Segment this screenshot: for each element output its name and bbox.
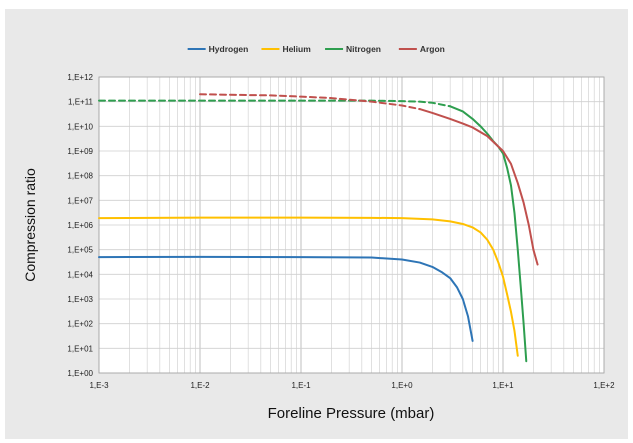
series-nitrogen: [98, 99, 528, 363]
x-tick-label: 1,E+1: [492, 381, 514, 390]
legend-item-nitrogen: Nitrogen: [325, 44, 381, 54]
series-hydrogen: [98, 255, 474, 342]
legend-label: Hydrogen: [209, 44, 249, 54]
x-tick-label: 1,E-3: [89, 381, 109, 390]
y-axis-title: Compression ratio: [22, 168, 38, 282]
y-tick-label: 1,E+09: [67, 147, 93, 156]
x-axis-title: Foreline Pressure (mbar): [268, 405, 435, 422]
chart-frame: 1,E-3 1,E-2 1,E-1 1,E+0 1,E+1 1,E+2 1,E+00 1,E+…: [5, 9, 628, 439]
legend-label: Argon: [420, 44, 445, 54]
series-line-argon-solid: [418, 108, 539, 266]
y-tick-label: 1,E+10: [67, 122, 93, 131]
legend-item-hydrogen: Hydrogen: [187, 44, 249, 54]
y-tick-label: 1,E+00: [67, 369, 93, 378]
x-tick-label: 1,E-1: [291, 381, 311, 390]
y-tick-label: 1,E+01: [67, 344, 93, 353]
legend: Hydrogen Helium Nitrogen Argon: [187, 44, 445, 54]
y-tick-label: 1,E+04: [67, 270, 93, 279]
y-tick-label: 1,E+05: [67, 246, 93, 255]
series-line-hydrogen-solid: [98, 255, 474, 342]
axes: [98, 76, 605, 374]
legend-label: Helium: [282, 44, 311, 54]
series-line-argon-dashed: [199, 93, 421, 111]
legend-item-argon: Argon: [398, 44, 445, 54]
series-helium: [98, 216, 519, 357]
plot-border: [98, 76, 605, 374]
legend-item-helium: Helium: [261, 44, 311, 54]
series-line-nitrogen-solid: [449, 105, 528, 363]
series-line-helium-solid: [98, 216, 519, 357]
chart-canvas: 1,E-3 1,E-2 1,E-1 1,E+0 1,E+1 1,E+2 1,E+00 1,E+…: [22, 44, 615, 422]
legend-label: Nitrogen: [346, 44, 381, 54]
y-tick-label: 1,E+03: [67, 295, 93, 304]
y-tick-label: 1,E+06: [67, 221, 93, 230]
y-tick-label: 1,E+08: [67, 172, 93, 181]
x-tick-label: 1,E-2: [190, 381, 210, 390]
x-tick-label: 1,E+2: [593, 381, 615, 390]
y-tick-label: 1,E+02: [67, 320, 93, 329]
y-tick-label: 1,E+12: [67, 73, 93, 82]
series-line-nitrogen-dashed: [98, 99, 452, 108]
x-tick-label: 1,E+0: [391, 381, 413, 390]
y-tick-label: 1,E+11: [68, 98, 94, 107]
y-tick-label: 1,E+07: [67, 196, 93, 205]
series-argon: [199, 93, 539, 266]
tick-labels: 1,E-3 1,E-2 1,E-1 1,E+0 1,E+1 1,E+2 1,E+00 1,E+…: [67, 73, 615, 390]
series-lines: [98, 93, 539, 363]
